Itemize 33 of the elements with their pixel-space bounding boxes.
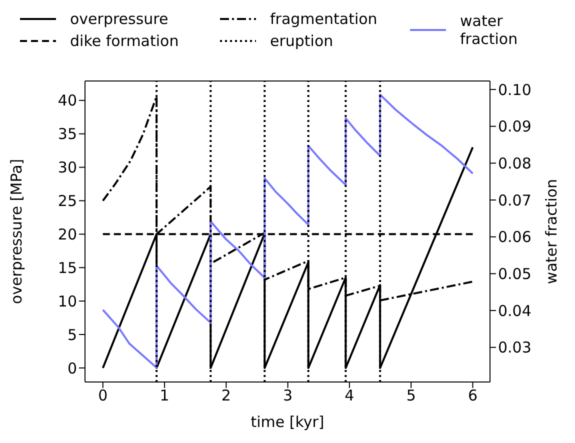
y2-tick-label: 0.10 bbox=[498, 80, 532, 99]
y-tick-label: 25 bbox=[58, 192, 77, 210]
legend-label: dike formation bbox=[70, 32, 179, 50]
y-tick-label: 35 bbox=[58, 125, 77, 144]
x-tick-label: 3 bbox=[283, 386, 293, 405]
x-tick-label: 5 bbox=[406, 386, 416, 405]
x-tick-label: 1 bbox=[160, 386, 170, 405]
y-tick-label: 40 bbox=[58, 92, 77, 110]
x-tick-label: 4 bbox=[344, 386, 354, 405]
legend-label: overpressure bbox=[70, 10, 168, 28]
y2-axis-title: water fraction bbox=[542, 178, 560, 284]
legend-label: fragmentation bbox=[270, 10, 378, 28]
y-axis-title: overpressure [MPa] bbox=[7, 158, 26, 304]
y2-tick-label: 0.06 bbox=[498, 228, 532, 246]
y-tick-label: 0 bbox=[67, 359, 77, 378]
y2-tick-label: 0.07 bbox=[498, 191, 532, 210]
y-tick-label: 20 bbox=[58, 226, 77, 244]
y-tick-label: 15 bbox=[58, 258, 77, 277]
x-tick-label: 0 bbox=[98, 386, 108, 405]
legend-label: eruption bbox=[270, 32, 334, 50]
y2-tick-label: 0.04 bbox=[498, 302, 532, 320]
y2-tick-label: 0.08 bbox=[498, 154, 532, 172]
y2-tick-label: 0.05 bbox=[498, 265, 532, 284]
x-axis-title: time [kyr] bbox=[250, 413, 324, 431]
y-tick-label: 10 bbox=[58, 292, 77, 310]
y-tick-label: 30 bbox=[58, 158, 77, 177]
y2-tick-label: 0.09 bbox=[498, 118, 532, 136]
line-series bbox=[102, 94, 474, 369]
y2-tick-label: 0.03 bbox=[498, 338, 532, 357]
legend-label: water fraction bbox=[460, 12, 519, 48]
x-tick-label: 6 bbox=[468, 386, 478, 405]
y-tick-label: 5 bbox=[67, 326, 77, 344]
x-tick-label: 2 bbox=[221, 386, 231, 405]
